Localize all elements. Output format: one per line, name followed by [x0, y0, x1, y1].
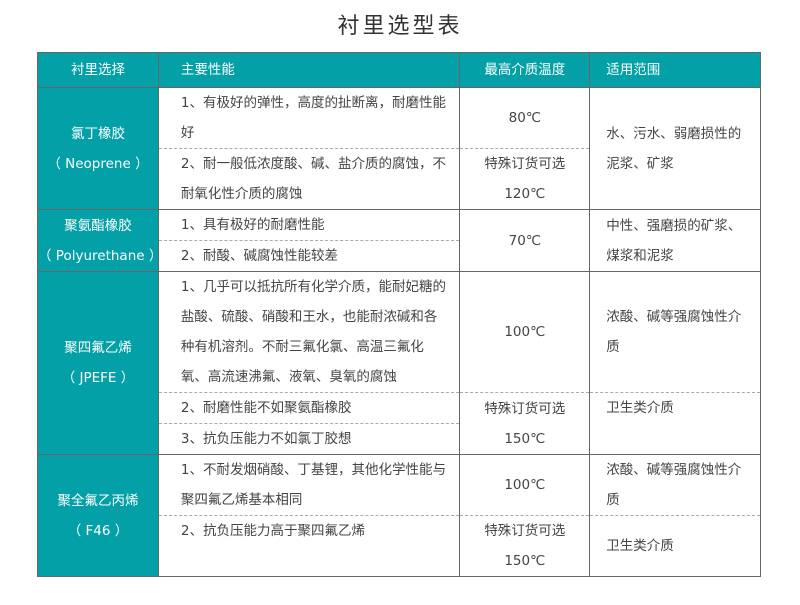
- performance-cell: 3、抗负压能力不如氯丁胶想: [157, 423, 461, 455]
- performance-cell: 2、耐磨性能不如聚氨酯橡胶: [157, 392, 461, 424]
- lining-neoprene: 氯丁橡胶 （ Neoprene ）: [37, 87, 159, 210]
- performance-cell: 2、耐酸、碱腐蚀性能较差: [157, 240, 461, 272]
- table-row: 聚四氟乙烯 （ JPEFE ） 1、几乎可以抵抗所有化学介质，能耐妃糖的盐酸、硫酸…: [37, 271, 761, 455]
- temperature-cell: 特殊订货可选 120℃: [459, 148, 591, 210]
- performance-cell: 1、具有极好的耐磨性能: [157, 209, 461, 241]
- table-row: 聚氨酯橡胶 （ Polyurethane ） 1、具有极好的耐磨性能 70℃ 中性…: [37, 209, 761, 272]
- performance-cell: 1、几乎可以抵抗所有化学介质，能耐妃糖的盐酸、硫酸、硝酸和王水，也能耐浓碱和各种…: [157, 271, 461, 393]
- table-row: 2、耐磨性能不如聚氨酯橡胶 特殊订货可选 150℃ 卫生类介质: [38, 392, 761, 455]
- temperature-cell: 70℃: [459, 209, 591, 272]
- lining-name: 聚氨酯橡胶: [64, 217, 132, 234]
- performance-cell: 2、抗负压能力高于聚四氟乙烯: [157, 515, 461, 577]
- lining-polyurethane: 聚氨酯橡胶 （ Polyurethane ）: [37, 209, 163, 272]
- table-row: 氯丁橡胶 （ Neoprene ） 1、有极好的弹性，高度的扯断离，耐磨性能好 8…: [37, 87, 761, 210]
- temperature-cell: 80℃: [459, 87, 591, 149]
- performance-cell: 2、耐一般低浓度酸、碱、盐介质的腐蚀，不耐氧化性介质的腐蚀: [157, 148, 461, 210]
- application-cell: 卫生类介质: [589, 392, 761, 455]
- header-application: 适用范围: [589, 52, 761, 88]
- temperature-value: 150℃: [504, 430, 546, 447]
- header-performance: 主要性能: [157, 52, 461, 88]
- temperature-cell: 100℃: [459, 454, 591, 516]
- header-row: 衬里选择 主要性能 最高介质温度 适用范围: [37, 52, 761, 88]
- table-row: 聚全氟乙丙烯 （ F46 ） 1、不耐发烟硝酸、丁基锂，其他化学性能与聚四氟乙烯基…: [37, 454, 761, 577]
- lining-en: （ JPEFE ）: [61, 370, 135, 386]
- temperature-cell: 100℃: [459, 271, 591, 393]
- special-order: 特殊订货可选: [484, 400, 566, 417]
- performance-cell: 1、不耐发烟硝酸、丁基锂，其他化学性能与聚四氟乙烯基本相同: [157, 454, 461, 516]
- temperature-value: 150℃: [504, 553, 546, 569]
- lining-en: （ Neoprene ）: [47, 155, 149, 172]
- application-cell: 浓酸、碱等强腐蚀性介质: [589, 271, 761, 393]
- application-cell: 卫生类介质: [589, 515, 761, 577]
- lining-selection-table: 衬里选择 主要性能 最高介质温度 适用范围 氯丁橡胶 （ Neoprene ） 1…: [37, 52, 761, 577]
- special-order: 特殊订货可选: [484, 156, 566, 172]
- header-temperature: 最高介质温度: [459, 52, 591, 88]
- application-cell: 水、污水、弱磨损性的泥浆、矿浆: [589, 87, 761, 210]
- application-cell: 中性、强磨损的矿浆、煤浆和泥浆: [589, 209, 761, 272]
- lining-name: 聚全氟乙丙烯: [57, 492, 139, 509]
- table-row: 2、抗负压能力高于聚四氟乙烯 特殊订货可选 150℃ 卫生类介质: [38, 515, 761, 577]
- performance-cell: 1、有极好的弹性，高度的扯断离，耐磨性能好: [157, 87, 461, 149]
- page-title: 衬里选型表: [337, 14, 463, 39]
- special-order: 特殊订货可选: [484, 523, 566, 539]
- header-lining: 衬里选择: [37, 52, 159, 88]
- lining-en: （ F46 ）: [67, 522, 129, 539]
- lining-name: 氯丁橡胶: [70, 125, 125, 142]
- temperature-cell: 特殊订货可选 150℃: [459, 515, 591, 577]
- lining-jpefe: 聚四氟乙烯 （ JPEFE ）: [37, 271, 159, 455]
- lining-f46: 聚全氟乙丙烯 （ F46 ）: [37, 454, 159, 577]
- temperature-cell: 特殊订货可选 150℃: [459, 392, 591, 455]
- application-cell: 浓酸、碱等强腐蚀性介质: [589, 454, 761, 516]
- table-row: 2、耐一般低浓度酸、碱、盐介质的腐蚀，不耐氧化性介质的腐蚀 特殊订货可选 120℃: [38, 148, 761, 210]
- temperature-value: 120℃: [504, 186, 546, 202]
- table-row: 3、抗负压能力不如氯丁胶想: [38, 423, 761, 455]
- lining-name: 聚四氟乙烯: [64, 340, 132, 356]
- lining-en: （ Polyurethane ）: [38, 247, 163, 264]
